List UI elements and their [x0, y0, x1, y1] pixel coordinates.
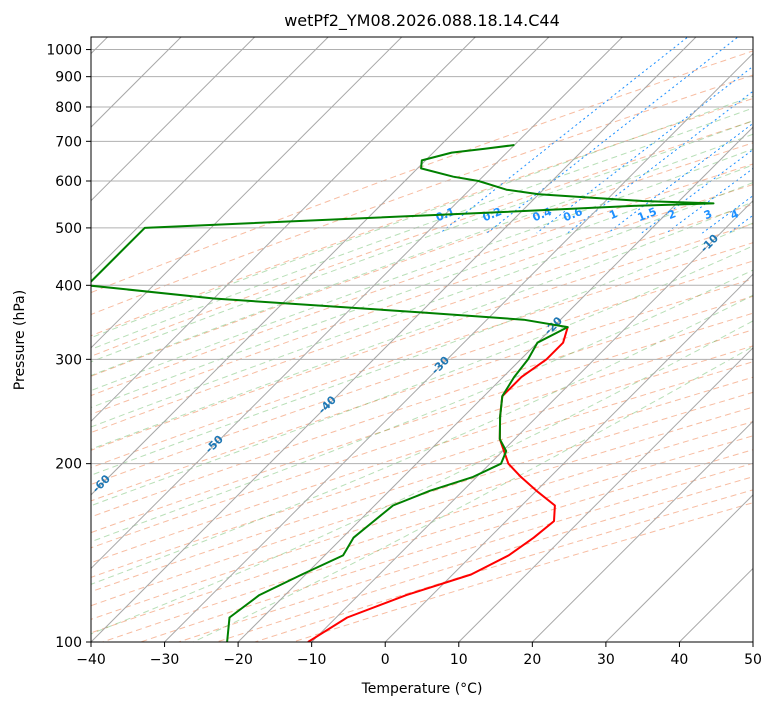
moist-adiabat — [91, 95, 753, 339]
x-axis-ticks: −40 −30 −20 −10 0 10 20 30 40 50 — [76, 642, 762, 668]
x-tick-label: 0 — [381, 652, 390, 668]
plot-area: -100-90-80-70-60-50-40-30-20-10010203040… — [91, 37, 753, 642]
dry-adiabat — [91, 278, 753, 502]
isotherm-line — [91, 37, 329, 275]
moist-adiabat — [91, 320, 753, 635]
y-axis-ticks: 100 200 300 400 500 600 700 800 900 1000 — [46, 43, 91, 651]
mixing-ratio-label: 2 — [666, 207, 678, 222]
y-tick-label: 800 — [55, 100, 82, 116]
y-tick-label: 600 — [55, 174, 82, 190]
chart-title: wetPf2_YM08.2026.088.18.14.C44 — [284, 11, 560, 31]
x-tick-label: −40 — [76, 652, 106, 668]
dry-adiabat — [91, 50, 753, 294]
plot-frame — [90, 36, 754, 643]
isotherms — [91, 37, 753, 642]
profile-line-0 — [307, 326, 569, 642]
isotherm-line — [91, 37, 623, 570]
dry-adiabat — [91, 223, 753, 451]
y-axis-title: Pressure (hPa) — [12, 290, 28, 390]
isotherm-line — [91, 37, 403, 349]
moist-adiabat — [91, 120, 753, 363]
x-tick-label: 40 — [671, 652, 689, 668]
moist-adiabat — [91, 164, 753, 409]
x-axis-title: Temperature (°C) — [361, 681, 483, 697]
moist-adiabat — [91, 182, 753, 428]
dry-adiabat — [91, 312, 753, 534]
moist-adiabat — [192, 345, 753, 642]
y-tick-label: 1000 — [46, 43, 82, 59]
isotherm-line — [384, 273, 753, 642]
isotherm-line — [91, 37, 256, 202]
dry-adiabat — [91, 242, 753, 469]
moist-adiabat — [91, 148, 753, 392]
isotherm-line — [91, 37, 697, 642]
dry-adiabat — [91, 361, 753, 578]
y-tick-label: 400 — [55, 278, 82, 294]
mixing-ratio-line — [486, 37, 739, 234]
moist-adiabat — [91, 201, 753, 450]
x-tick-label: −10 — [297, 652, 327, 668]
isotherm-line — [91, 37, 550, 496]
x-tick-label: −30 — [150, 652, 180, 668]
y-tick-label: 300 — [55, 352, 82, 368]
isotherm-line — [91, 37, 476, 423]
isotherm-line — [605, 494, 753, 642]
dry-adiabat — [91, 142, 753, 377]
y-tick-label: 100 — [55, 635, 82, 651]
y-tick-label: 700 — [55, 134, 82, 150]
x-tick-label: 50 — [744, 652, 762, 668]
moist-adiabat — [91, 133, 753, 377]
y-tick-label: 900 — [55, 70, 82, 86]
profile-line-1 — [91, 144, 715, 642]
mixing-ratio-line — [536, 65, 753, 234]
x-tick-label: −20 — [223, 652, 253, 668]
x-tick-label: 30 — [597, 652, 615, 668]
moist-adiabat — [91, 107, 753, 350]
isotherm-line — [458, 347, 753, 642]
mixing-ratio-label: 3 — [702, 207, 714, 222]
dry-adiabats — [91, 50, 753, 642]
moist-adiabat — [91, 294, 753, 585]
isotherm-line — [164, 52, 753, 642]
moist-adiabats — [91, 95, 753, 642]
profile-series — [91, 144, 715, 642]
isotherm-line — [531, 420, 753, 642]
y-tick-label: 200 — [55, 457, 82, 473]
dry-adiabat — [91, 163, 753, 397]
x-tick-label: 20 — [523, 652, 541, 668]
mixing-ratio-label: 1 — [607, 207, 619, 222]
grid-lines — [91, 49, 753, 642]
isotherm-line — [237, 126, 753, 642]
dry-adiabat — [91, 345, 753, 564]
x-tick-label: 10 — [450, 652, 468, 668]
isotherm-line — [311, 199, 753, 642]
y-tick-label: 500 — [55, 221, 82, 237]
dry-adiabat — [91, 184, 753, 415]
mixing-ratio-line — [641, 148, 753, 234]
dry-adiabat — [91, 391, 753, 607]
